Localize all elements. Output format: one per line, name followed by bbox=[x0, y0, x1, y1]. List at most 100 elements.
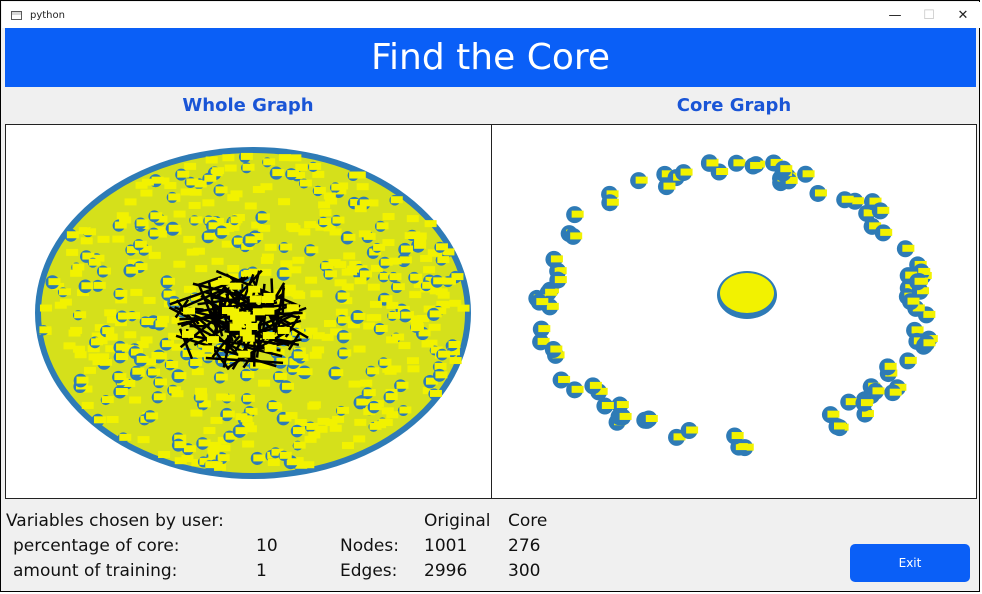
node-label bbox=[312, 170, 325, 178]
node-label bbox=[392, 333, 405, 341]
node-label bbox=[221, 240, 234, 248]
node-label bbox=[253, 454, 266, 462]
node-label bbox=[257, 213, 270, 221]
node-label bbox=[171, 343, 184, 351]
node-label bbox=[173, 210, 186, 218]
node-label bbox=[380, 418, 393, 426]
core-node-label bbox=[833, 422, 846, 430]
node-label bbox=[130, 288, 143, 296]
node-label bbox=[181, 455, 194, 463]
node-label bbox=[174, 372, 187, 380]
node-label bbox=[130, 348, 143, 356]
node-label bbox=[128, 312, 141, 320]
node-label bbox=[353, 345, 366, 353]
node-label bbox=[366, 314, 379, 322]
node-label bbox=[225, 432, 238, 440]
node-label bbox=[168, 332, 181, 340]
node-label bbox=[123, 379, 136, 387]
node-label bbox=[285, 412, 298, 420]
title-bar[interactable]: python — ☐ ✕ bbox=[2, 2, 980, 28]
node-label bbox=[195, 265, 208, 273]
whole-graph-title: Whole Graph bbox=[5, 90, 491, 120]
node-label bbox=[82, 252, 95, 260]
node-label bbox=[188, 201, 201, 209]
node-label bbox=[153, 393, 166, 401]
node-label bbox=[293, 291, 306, 299]
node-label bbox=[279, 269, 292, 277]
whole-graph-canvas bbox=[5, 124, 492, 499]
node-label bbox=[98, 267, 111, 275]
node-label bbox=[112, 235, 125, 243]
node-label bbox=[183, 285, 196, 293]
node-label bbox=[217, 228, 230, 236]
node-label bbox=[229, 282, 242, 290]
node-label bbox=[312, 346, 325, 354]
node-label bbox=[317, 417, 330, 425]
percentage-value: 10 bbox=[256, 536, 278, 556]
node-label bbox=[87, 345, 100, 353]
core-node-label bbox=[750, 161, 763, 169]
node-label bbox=[242, 440, 255, 448]
core-node-label bbox=[570, 232, 583, 240]
node-label bbox=[168, 193, 181, 201]
node-label bbox=[190, 409, 203, 417]
core-node-label bbox=[589, 381, 602, 389]
node-label bbox=[78, 227, 91, 235]
node-label bbox=[207, 447, 220, 455]
variables-heading: Variables chosen by user: bbox=[6, 511, 224, 531]
window-title: python bbox=[30, 9, 65, 21]
node-label bbox=[74, 311, 87, 319]
node-label bbox=[63, 342, 76, 350]
node-label bbox=[343, 252, 356, 260]
node-label bbox=[388, 311, 401, 319]
node-label bbox=[309, 162, 322, 170]
node-label bbox=[105, 345, 118, 353]
node-label bbox=[251, 221, 264, 229]
node-label bbox=[140, 336, 153, 344]
node-label bbox=[363, 408, 376, 416]
node-label bbox=[126, 246, 139, 254]
node-label bbox=[215, 373, 228, 381]
node-label bbox=[294, 418, 307, 426]
node-label bbox=[144, 358, 157, 366]
node-label bbox=[278, 154, 291, 162]
node-label bbox=[409, 291, 422, 299]
core-node-label bbox=[914, 277, 927, 285]
graph-edge bbox=[243, 345, 283, 358]
node-label bbox=[410, 273, 423, 281]
graph-edge bbox=[179, 288, 224, 310]
node-label bbox=[262, 307, 275, 315]
minimize-button[interactable]: — bbox=[888, 7, 902, 23]
core-node-label bbox=[550, 255, 563, 263]
core-node-label bbox=[814, 189, 827, 197]
node-label bbox=[297, 368, 310, 376]
node-label bbox=[58, 288, 71, 296]
node-label bbox=[203, 427, 216, 435]
node-label bbox=[356, 183, 369, 191]
core-node-label bbox=[554, 276, 567, 284]
node-label bbox=[325, 197, 338, 205]
node-label bbox=[102, 327, 115, 335]
core-node-label bbox=[601, 402, 614, 410]
core-node-label bbox=[851, 197, 864, 205]
node-label bbox=[162, 340, 175, 348]
node-label bbox=[381, 407, 394, 415]
core-node-label bbox=[877, 206, 890, 214]
node-label bbox=[190, 216, 203, 224]
node-label bbox=[398, 342, 411, 350]
node-label bbox=[70, 326, 83, 334]
exit-button[interactable]: Exit bbox=[850, 544, 970, 582]
node-label bbox=[132, 367, 145, 375]
core-node-label bbox=[733, 159, 746, 167]
node-label bbox=[204, 232, 217, 240]
node-label bbox=[324, 270, 337, 278]
maximize-button[interactable]: ☐ bbox=[923, 7, 935, 23]
node-label bbox=[332, 415, 345, 423]
node-label bbox=[182, 330, 195, 338]
close-button[interactable]: ✕ bbox=[957, 7, 969, 23]
node-label bbox=[386, 411, 399, 419]
node-label bbox=[211, 217, 224, 225]
node-label bbox=[157, 315, 170, 323]
node-label bbox=[166, 361, 179, 369]
node-label bbox=[155, 378, 168, 386]
